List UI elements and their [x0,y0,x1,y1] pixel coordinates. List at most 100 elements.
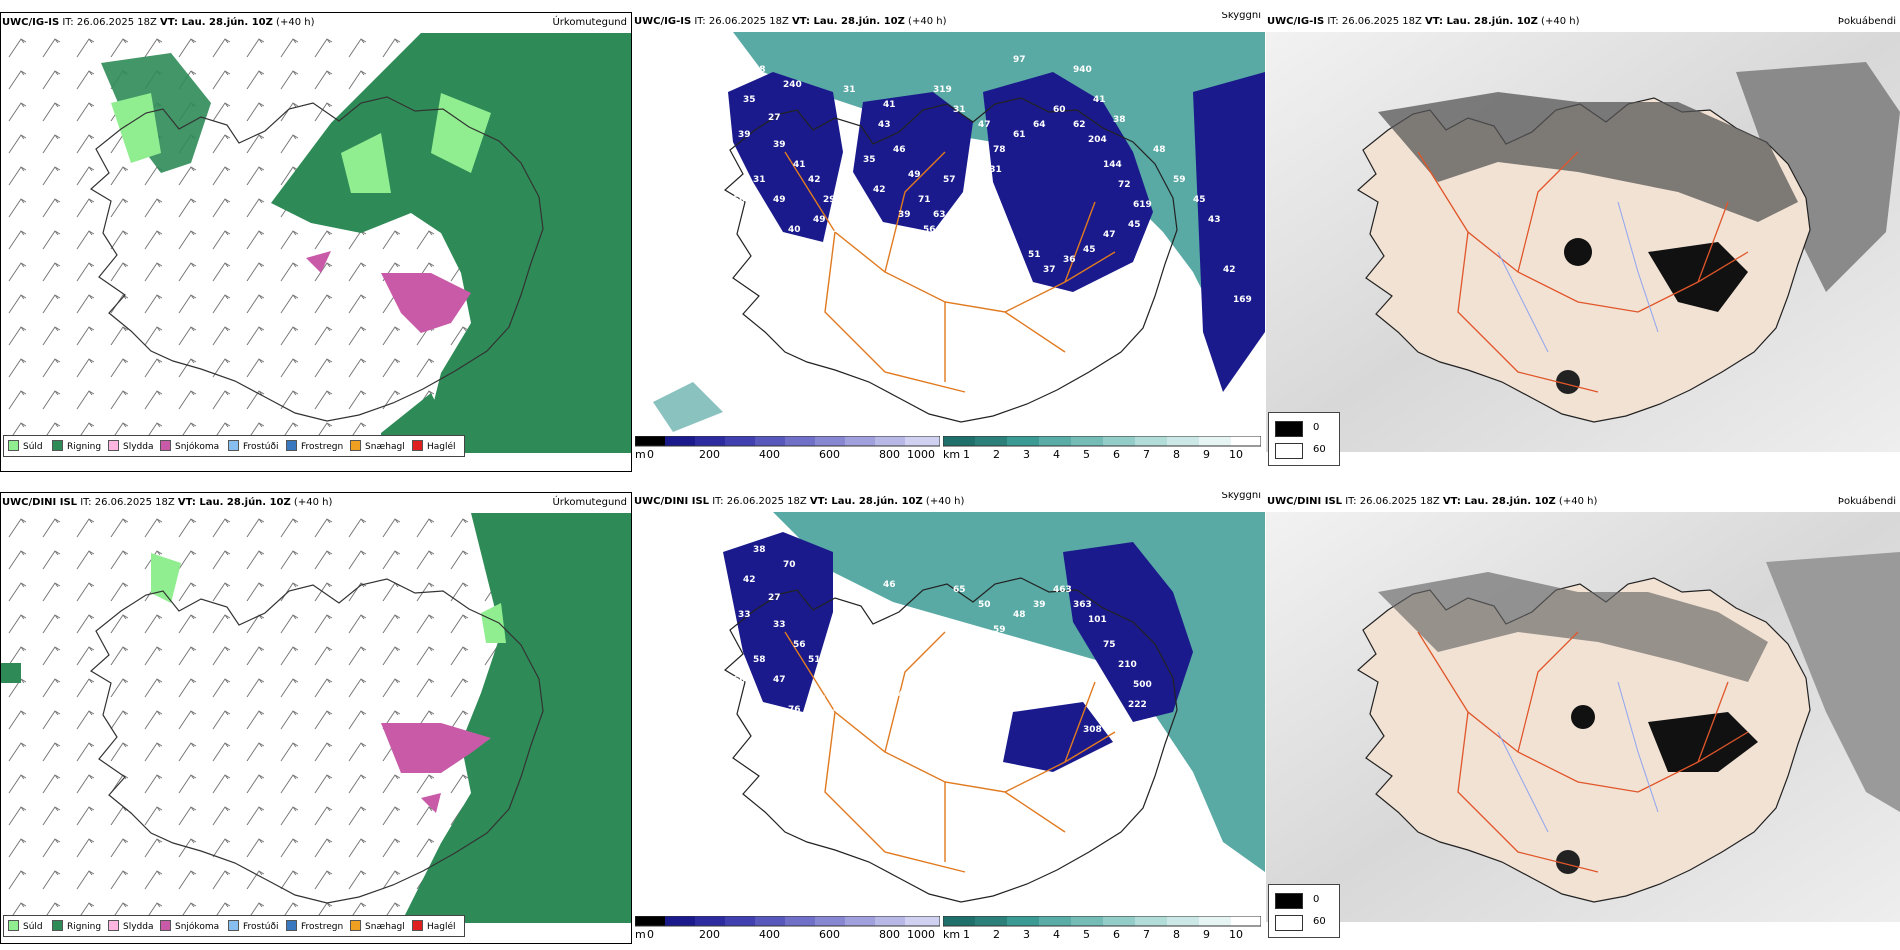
ceiling-value-label: 76 [788,705,801,715]
ceiling-value-label: 42 [833,705,846,715]
ceiling-value-label: 12 [878,275,891,285]
ceiling-value-label: 68 [933,255,946,265]
ceiling-value-label: 46 [883,580,896,590]
legend-item: Frostúði [228,440,278,453]
panel-type-label: Úrkomutegund [552,17,627,28]
ceiling-value-label: 48 [1153,145,1166,155]
ceiling-value-label: 33 [738,610,751,620]
ceiling-value-label: 39 [773,140,786,150]
ceiling-value-label: 39 [1033,600,1046,610]
ceiling-value-label: 37 [863,635,876,645]
ceiling-value-label: 72 [1118,180,1131,190]
ceiling-value-label: 43 [878,120,891,130]
ceiling-value-label: 63 [893,625,906,635]
panel-title: UWC/IG-IS IT: 26.06.2025 18Z VT: Lau. 28… [2,17,315,28]
ceiling-value-label: 42 [793,305,806,315]
ceiling-value-label: 39 [898,210,911,220]
ceiling-value-label: 59 [1173,175,1186,185]
ceiling-value-label: 34 [823,675,836,685]
ceiling-value-label: 70 [783,560,796,570]
ceiling-value-label: 97 [1013,55,1026,65]
ceiling-value-label: 363 [1073,600,1092,610]
ceiling-value-label: 144 [808,275,827,285]
legend-item: Snæhagl [350,440,405,453]
fog-legend: 0 60 [1268,884,1340,938]
ceiling-value-label: 65 [953,585,966,595]
ceiling-value-label: 51 [1028,250,1041,260]
panel-type-label: Skyggni [1221,492,1261,501]
ceiling-value-label: 37 [1043,265,1056,275]
ceiling-value-label: 18 [1103,710,1116,720]
ceiling-value-label: 45 [1193,195,1206,205]
ceiling-value-label: 43 [1013,275,1026,285]
ceiling-value-label: 51 [808,655,821,665]
ceiling-value-label: 54 [933,690,946,700]
ceiling-value-label: 62 [1073,120,1086,130]
panel-title: UWC/IG-IS IT: 26.06.2025 18Z VT: Lau. 28… [634,16,947,27]
ceiling-value-label: 35 [863,155,876,165]
legend-item: Súld [8,440,43,453]
ceiling-value-label: 51 [873,665,886,675]
ceiling-value-label: 41 [898,690,911,700]
ceiling-value-label: 59 [993,625,1006,635]
legend-item: Slydda [108,920,153,933]
ceiling-value-label: 103 [833,265,852,275]
legend-item: Slydda [108,440,153,453]
legend-item: Frostregn [286,440,343,453]
panel-type-label: Þokuábendi [1837,496,1896,507]
visibility-colorbar: km 1 2 3 4 5 6 7 8 9 10 [943,436,1261,468]
precip-panel-bottom: UWC/DINI ISL IT: 26.06.2025 18Z VT: Lau.… [0,492,632,944]
legend-item: Súld [8,920,43,933]
ceiling-value-label: 38 [753,65,766,75]
ceiling-value-label: 131 [983,165,1002,175]
legend-item: Haglél [412,440,456,453]
ceiling-value-label: 60 [1053,105,1066,115]
ceiling-value-label: 64 [1033,120,1046,130]
panel-title: UWC/IG-IS IT: 26.06.2025 18Z VT: Lau. 28… [1267,16,1580,27]
precip-panel-top: UWC/IG-IS IT: 26.06.2025 18Z VT: Lau. 28… [0,12,632,472]
ceiling-value-label: 51 [983,645,996,655]
ceiling-value-label: 463 [1053,585,1072,595]
ceiling-value-label: 56 [793,640,806,650]
ceiling-value-label: 57 [813,695,826,705]
ceiling-value-label: 49 [773,195,786,205]
sky-panel-top: UWC/IG-IS IT: 26.06.2025 18Z VT: Lau. 28… [633,12,1265,472]
ceiling-value-label: 49 [908,170,921,180]
ceiling-value-label: 42 [873,185,886,195]
fog-legend: 0 60 [1268,412,1340,466]
ceiling-value-label: 500 [1133,680,1152,690]
ceiling-value-label: 38 [753,545,766,555]
legend-item: Frostregn [286,920,343,933]
ceiling-value-label: 63 [933,210,946,220]
ceiling-value-label: 940 [1073,65,1092,75]
panel-title: UWC/DINI ISL IT: 26.06.2025 18Z VT: Lau.… [2,497,333,508]
ceiling-value-label: 308 [1083,725,1102,735]
ceiling-visibility-map: 3870422733335651345742475866766263665854… [633,512,1265,912]
precip-map [1,513,631,923]
ceiling-value-label: 210 [1118,660,1137,670]
ceiling-value-label: 169 [1233,295,1252,305]
ceiling-value-label: 42 [1223,265,1236,275]
ceiling-value-label: 27 [768,113,781,123]
ceiling-value-label: 50 [733,195,746,205]
ceiling-value-label: 62 [878,600,891,610]
ceiling-value-label: 57 [853,295,866,305]
ceiling-value-label: 36 [1063,255,1076,265]
ceiling-value-label: 57 [943,175,956,185]
ceiling-value-label: 204 [1088,135,1107,145]
ceiling-value-label: 43 [1208,215,1221,225]
ceiling-value-label: 66 [733,675,746,685]
ceiling-value-label: 78 [993,145,1006,155]
legend-item: Rigning [52,920,101,933]
ceiling-value-label: 47 [773,675,786,685]
fog-map [1266,32,1900,452]
ceiling-value-label: 41 [883,100,896,110]
ceiling-value-label: 38 [833,225,846,235]
ceiling-value-label: 222 [1128,700,1147,710]
ceiling-value-label: 101 [1088,615,1107,625]
ceiling-value-label: 41 [1093,95,1106,105]
fog-map [1266,512,1900,922]
ceiling-colorbar: m 0 200 400 600 800 1000 [635,436,940,468]
ceiling-value-label: 29 [823,195,836,205]
ceiling-value-label: 39 [738,130,751,140]
